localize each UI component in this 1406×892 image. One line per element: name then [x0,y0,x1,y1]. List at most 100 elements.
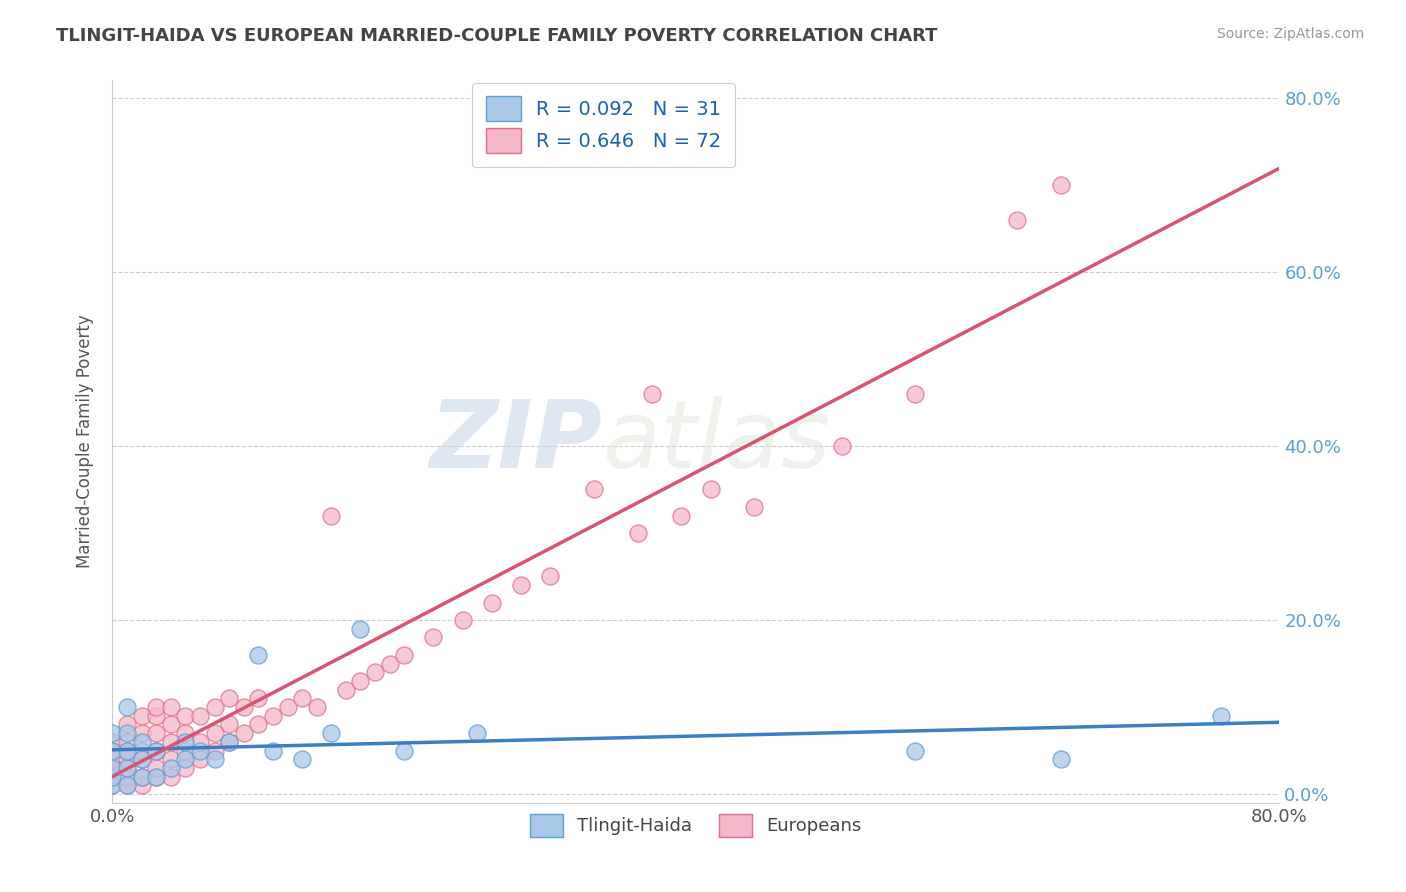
Point [349,622,371,636]
Point [131,752,153,766]
Point [160,752,183,766]
Point [232,726,254,740]
Point [1049,178,1071,192]
Point [145,743,167,757]
Point [160,717,183,731]
Point [1209,708,1232,723]
Point [101,743,124,757]
Point [349,673,371,688]
Point [145,700,167,714]
Point [451,613,474,627]
Point [481,596,503,610]
Point [204,726,226,740]
Point [145,761,167,775]
Point [101,735,124,749]
Point [131,708,153,723]
Point [188,752,211,766]
Point [204,700,226,714]
Point [305,700,328,714]
Point [131,743,153,757]
Point [218,735,240,749]
Point [904,743,927,757]
Point [831,439,853,453]
Point [145,743,167,757]
Point [101,778,124,792]
Point [627,525,650,540]
Text: Source: ZipAtlas.com: Source: ZipAtlas.com [1216,27,1364,41]
Point [262,708,284,723]
Point [174,743,197,757]
Text: atlas: atlas [603,396,831,487]
Text: TLINGIT-HAIDA VS EUROPEAN MARRIED-COUPLE FAMILY POVERTY CORRELATION CHART: TLINGIT-HAIDA VS EUROPEAN MARRIED-COUPLE… [56,27,938,45]
Point [276,700,298,714]
Point [232,700,254,714]
Point [582,483,605,497]
Point [218,691,240,706]
Point [218,735,240,749]
Point [247,717,270,731]
Point [115,778,138,792]
Point [101,761,124,775]
Point [131,735,153,749]
Point [101,761,124,775]
Point [101,743,124,757]
Point [188,743,211,757]
Point [174,752,197,766]
Point [115,700,138,714]
Point [101,726,124,740]
Point [188,735,211,749]
Point [671,508,693,523]
Point [131,726,153,740]
Point [465,726,488,740]
Point [394,648,416,662]
Point [699,483,721,497]
Point [131,770,153,784]
Point [1005,212,1028,227]
Point [115,761,138,775]
Point [321,726,343,740]
Point [422,631,444,645]
Point [115,752,138,766]
Point [145,708,167,723]
Point [115,761,138,775]
Point [160,735,183,749]
Point [262,743,284,757]
Legend: Tlingit-Haida, Europeans: Tlingit-Haida, Europeans [523,806,869,845]
Point [174,735,197,749]
Point [247,648,270,662]
Point [204,743,226,757]
Point [1049,752,1071,766]
Text: ZIP: ZIP [430,395,603,488]
Point [291,691,314,706]
Point [174,708,197,723]
Point [101,770,124,784]
Point [101,770,124,784]
Point [188,708,211,723]
Point [115,743,138,757]
Point [538,569,561,583]
Point [204,752,226,766]
Point [174,761,197,775]
Point [378,657,401,671]
Point [742,500,765,514]
Point [247,691,270,706]
Point [174,726,197,740]
Point [160,761,183,775]
Point [321,508,343,523]
Y-axis label: Married-Couple Family Poverty: Married-Couple Family Poverty [76,315,94,568]
Point [145,770,167,784]
Point [131,752,153,766]
Point [115,735,138,749]
Point [115,778,138,792]
Point [160,700,183,714]
Point [160,770,183,784]
Point [115,743,138,757]
Point [904,386,927,401]
Point [115,726,138,740]
Point [101,778,124,792]
Point [218,717,240,731]
Point [145,726,167,740]
Point [145,770,167,784]
Point [115,770,138,784]
Point [291,752,314,766]
